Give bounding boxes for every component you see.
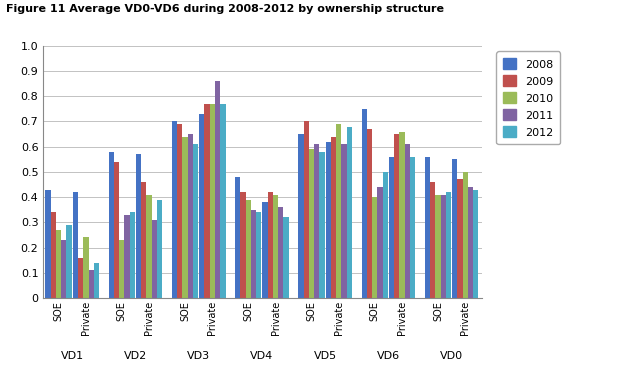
Bar	[251, 210, 256, 298]
Bar	[172, 121, 177, 298]
Bar	[372, 197, 378, 298]
Bar	[188, 134, 193, 298]
Text: VD5: VD5	[313, 351, 337, 361]
Bar	[425, 157, 430, 298]
Text: VD3: VD3	[187, 351, 210, 361]
Text: VD1: VD1	[61, 351, 84, 361]
Bar	[193, 144, 198, 298]
Bar	[124, 215, 130, 298]
Bar	[73, 192, 78, 298]
Bar	[88, 270, 94, 298]
Bar	[45, 189, 51, 298]
Bar	[205, 104, 210, 298]
Bar	[61, 240, 67, 298]
Bar	[383, 172, 388, 298]
Bar	[362, 109, 367, 298]
Bar	[152, 220, 157, 298]
Bar	[463, 172, 468, 298]
Bar	[457, 180, 463, 298]
Bar	[78, 257, 83, 298]
Text: VD0: VD0	[440, 351, 463, 361]
Text: VD2: VD2	[124, 351, 147, 361]
Bar	[331, 137, 336, 298]
Bar	[473, 189, 478, 298]
Bar	[314, 144, 320, 298]
Bar	[452, 159, 457, 298]
Bar	[109, 152, 114, 298]
Bar	[199, 114, 205, 298]
Bar	[177, 124, 182, 298]
Bar	[114, 162, 119, 298]
Text: VD4: VD4	[250, 351, 274, 361]
Bar	[342, 144, 347, 298]
Bar	[182, 137, 188, 298]
Bar	[278, 207, 284, 298]
Bar	[441, 194, 446, 298]
Bar	[336, 124, 342, 298]
Bar	[394, 134, 399, 298]
Bar	[367, 129, 372, 298]
Bar	[210, 104, 215, 298]
Bar	[51, 212, 56, 298]
Bar	[320, 152, 324, 298]
Bar	[94, 263, 99, 298]
Text: Figure 11 Average VD0-VD6 during 2008-2012 by ownership structure: Figure 11 Average VD0-VD6 during 2008-20…	[6, 4, 444, 14]
Bar	[446, 192, 451, 298]
Bar	[284, 217, 289, 298]
Bar	[435, 194, 441, 298]
Bar	[410, 157, 415, 298]
Bar	[263, 202, 268, 298]
Bar	[119, 240, 124, 298]
Bar	[146, 194, 152, 298]
Bar	[83, 238, 88, 298]
Bar	[405, 144, 410, 298]
Bar	[326, 142, 331, 298]
Bar	[399, 131, 405, 298]
Bar	[142, 182, 146, 298]
Bar	[130, 212, 135, 298]
Bar	[56, 230, 61, 298]
Bar	[136, 154, 142, 298]
Bar	[67, 225, 72, 298]
Legend: 2008, 2009, 2010, 2011, 2012: 2008, 2009, 2010, 2011, 2012	[496, 52, 560, 144]
Bar	[303, 121, 309, 298]
Bar	[235, 177, 240, 298]
Bar	[309, 149, 314, 298]
Bar	[347, 126, 352, 298]
Bar	[220, 104, 226, 298]
Bar	[389, 157, 394, 298]
Bar	[157, 200, 163, 298]
Bar	[468, 187, 473, 298]
Bar	[430, 182, 435, 298]
Bar	[240, 192, 245, 298]
Bar	[215, 81, 220, 298]
Bar	[378, 187, 383, 298]
Bar	[245, 200, 251, 298]
Bar	[298, 134, 303, 298]
Text: VD6: VD6	[377, 351, 400, 361]
Bar	[273, 194, 278, 298]
Bar	[268, 192, 273, 298]
Bar	[256, 212, 261, 298]
